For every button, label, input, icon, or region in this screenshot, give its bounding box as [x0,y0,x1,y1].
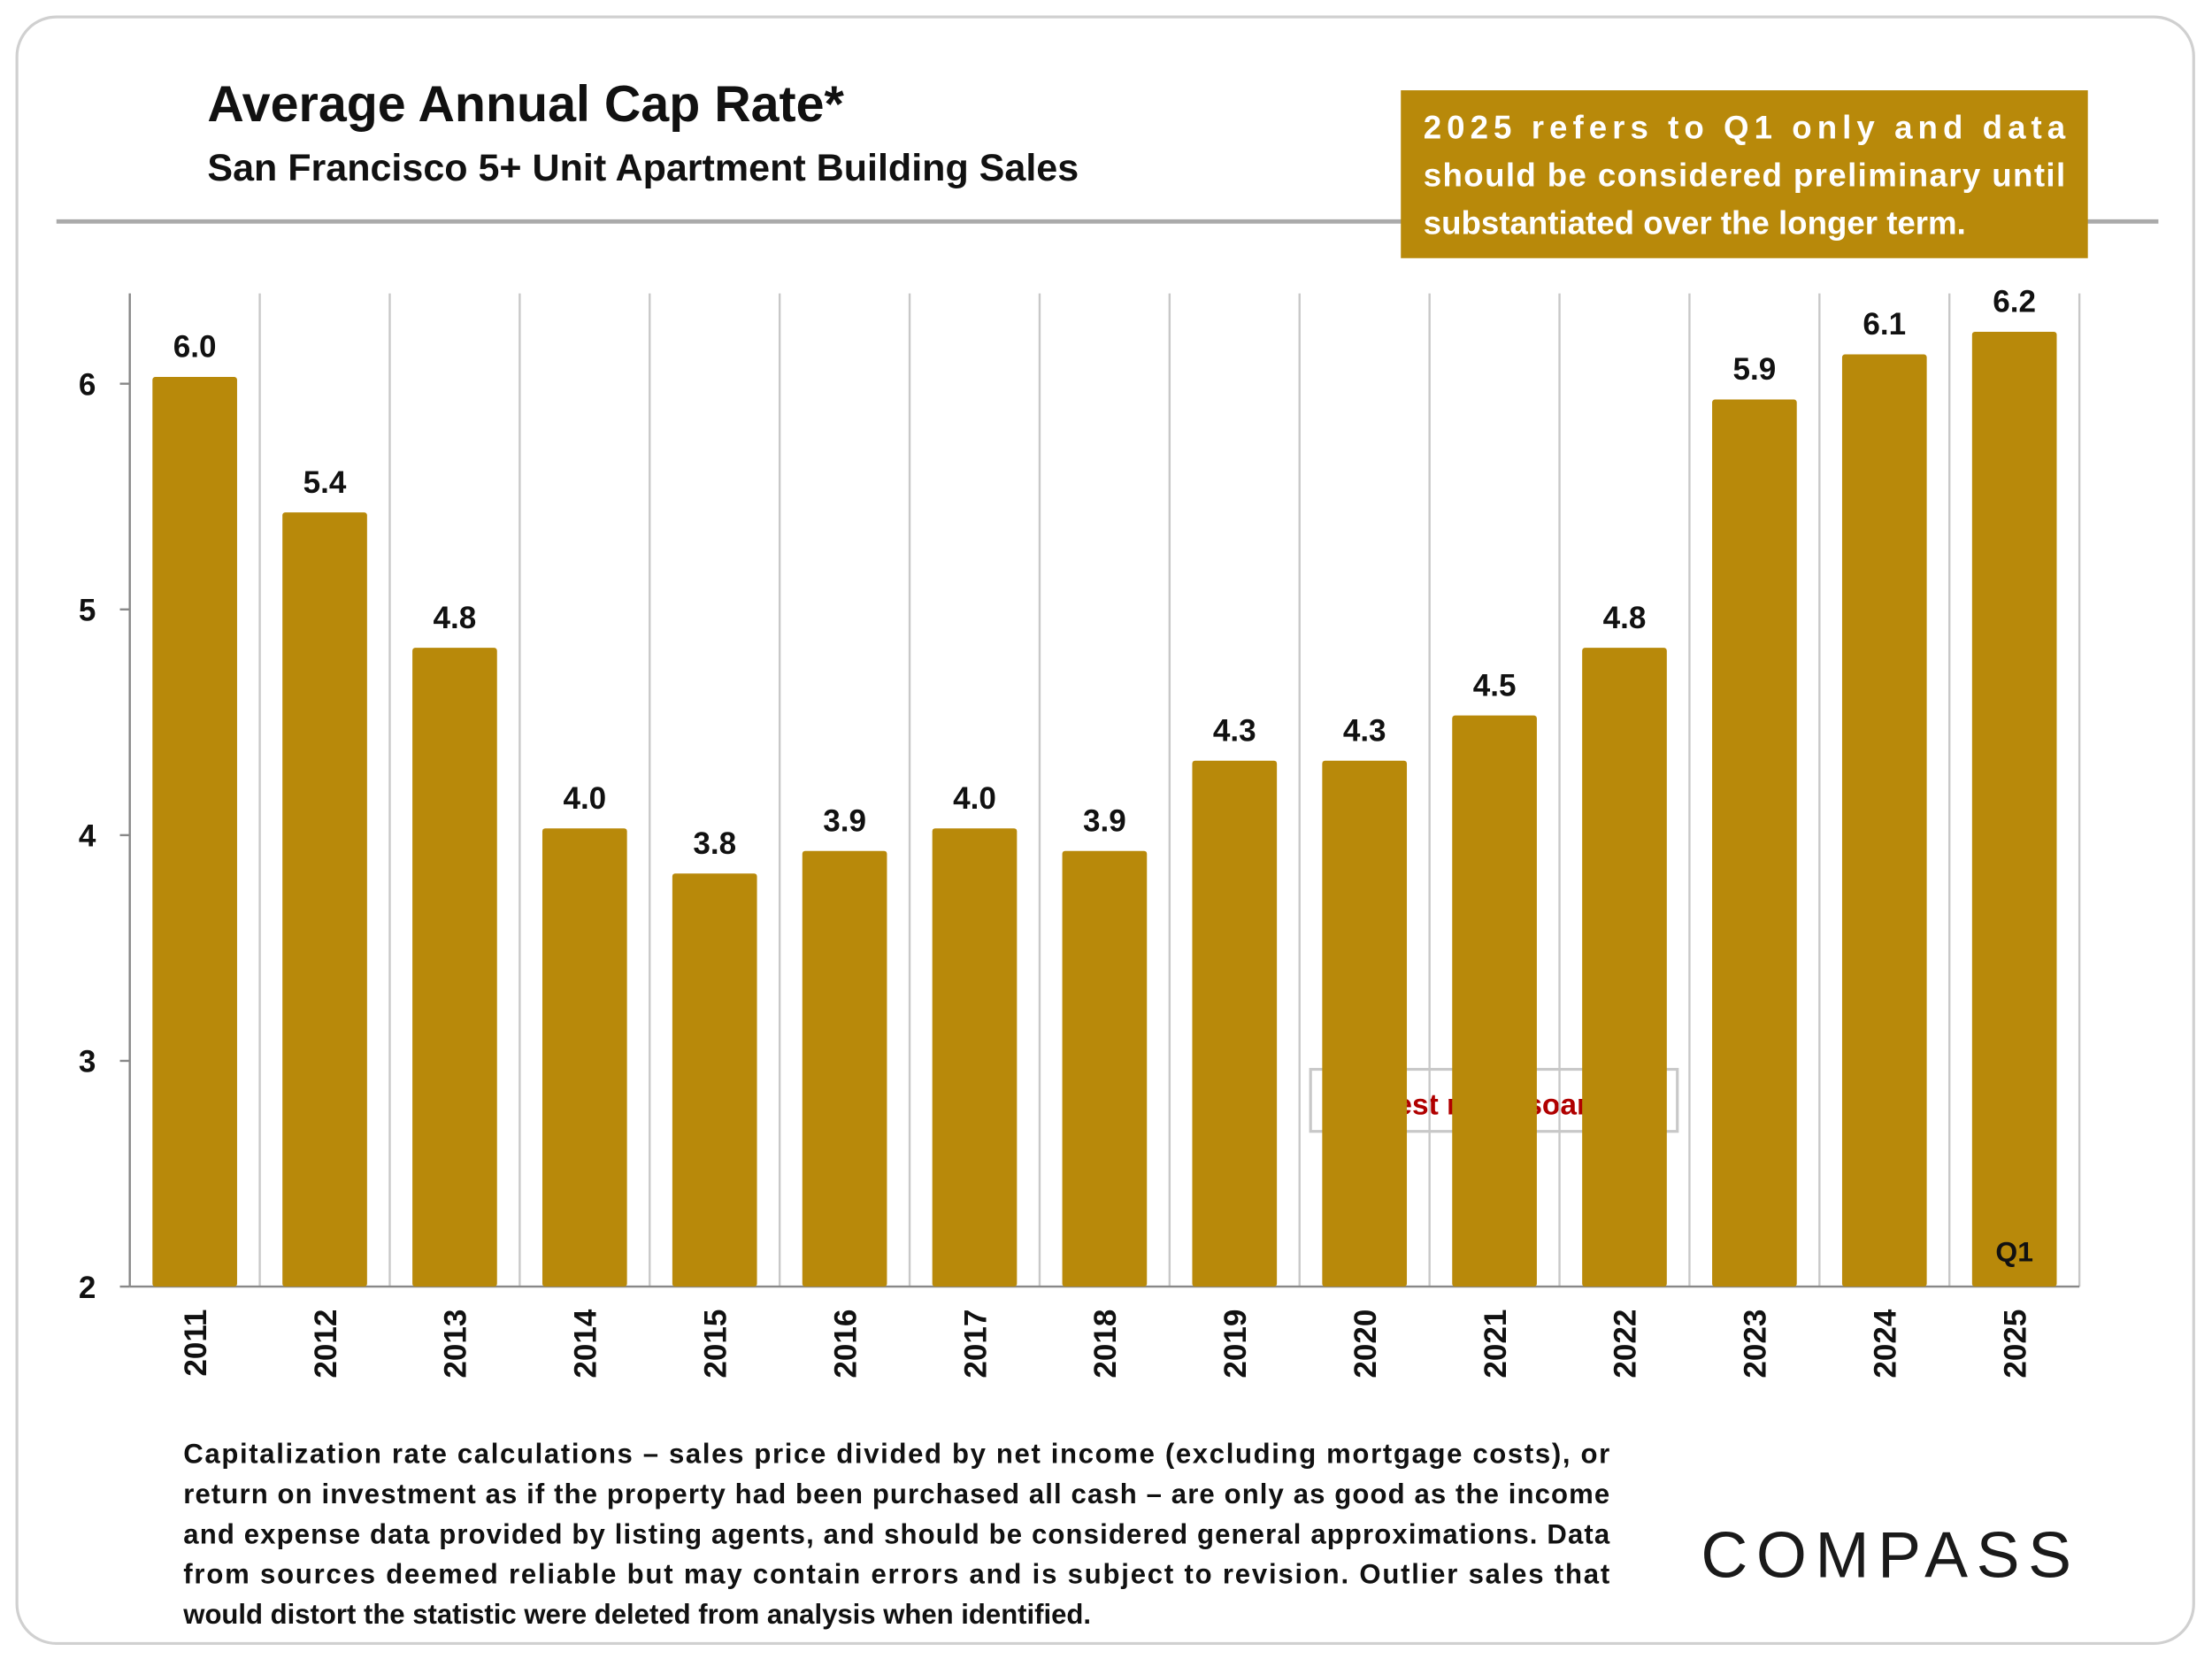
data-label: 6.0 [173,330,217,365]
data-label: 4.0 [563,781,606,816]
y-tick-label: 4 [79,819,96,854]
y-tick-label: 2 [79,1271,96,1305]
brand-logo: COMPASS [1701,1519,2079,1592]
data-label: 6.1 [1863,307,1906,342]
note-line: should be considered preliminary until [1424,157,2065,193]
bar [1712,399,1797,1287]
y-tick-label: 6 [79,367,96,402]
x-tick-label: 2011 [179,1310,213,1377]
data-label: 3.9 [823,803,866,838]
x-tick-label: 2023 [1739,1310,1773,1379]
data-label: 4.0 [953,781,996,816]
bar [1971,332,2057,1287]
data-label: 6.2 [1993,285,2036,319]
note-line: 2025 refers to Q1 only and data [1424,109,2066,145]
y-tick-label: 5 [79,594,96,628]
data-label: 5.4 [303,465,347,500]
x-tick-label: 2014 [569,1309,603,1379]
data-label: 4.5 [1473,668,1517,703]
x-tick-label: 2013 [439,1310,473,1379]
footnote-line: and expense data provided by listing age… [183,1518,1610,1549]
data-label: 4.3 [1213,713,1256,748]
bar [541,828,627,1287]
x-tick-label: 2024 [1869,1309,1903,1379]
note-box [1401,90,2088,258]
bar [412,648,497,1287]
chart-subtitle: San Francisco 5+ Unit Apartment Building… [207,147,1079,189]
footnote-line: would distort the statistic were deleted… [182,1599,1091,1630]
footnote-line: Capitalization rate calculations – sales… [183,1438,1609,1469]
y-tick-label: 3 [79,1045,96,1079]
data-label: 4.8 [1603,601,1647,635]
data-label: 5.9 [1733,352,1777,387]
note-line: substantiated over the longer term. [1424,205,1966,242]
x-tick-label: 2022 [1609,1310,1643,1379]
x-tick-label: 2018 [1088,1310,1123,1379]
bar-annotation: Q1 [1995,1235,2033,1267]
x-tick-label: 2021 [1479,1310,1513,1379]
x-tick-label: 2020 [1348,1310,1383,1379]
footnote-line: return on investment as if the property … [183,1479,1609,1509]
x-tick-label: 2015 [698,1310,733,1379]
x-tick-label: 2012 [309,1310,343,1379]
x-tick-label: 2016 [828,1310,863,1379]
bar [1062,850,1148,1287]
bar [1452,715,1537,1287]
bar [282,512,367,1287]
x-tick-label: 2025 [1998,1310,2032,1379]
bar [672,873,757,1287]
chart-title: Average Annual Cap Rate* [207,76,844,133]
bar [932,828,1018,1287]
data-label: 3.8 [693,826,736,861]
bar [1192,760,1278,1287]
bar [1582,648,1667,1287]
bar [1322,760,1408,1287]
bar [1841,354,1927,1287]
x-tick-label: 2019 [1218,1310,1253,1379]
bar [152,377,237,1287]
footnote-line: from sources deemed reliable but may con… [183,1559,1609,1590]
data-label: 4.8 [434,601,477,635]
bar [802,850,887,1287]
data-label: 4.3 [1343,713,1386,748]
x-tick-label: 2017 [958,1310,993,1379]
data-label: 3.9 [1083,803,1126,838]
